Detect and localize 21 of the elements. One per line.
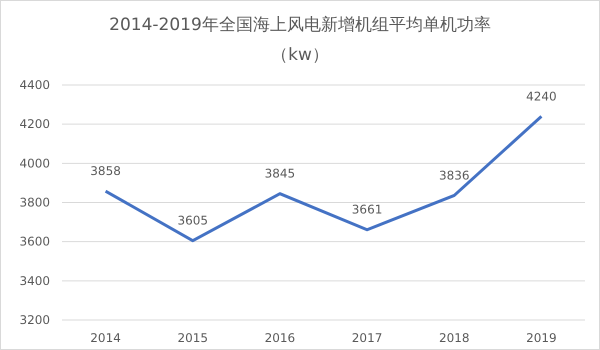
data-label: 3661 <box>352 202 382 217</box>
data-label: 3605 <box>177 214 208 228</box>
x-tick-label: 2015 <box>177 331 208 345</box>
y-tick-label: 3400 <box>19 274 50 288</box>
y-tick-label: 3800 <box>19 196 50 210</box>
x-tick-label: 2019 <box>526 331 557 345</box>
y-tick-label: 4200 <box>19 117 50 132</box>
chart-subtitle: （kw） <box>271 45 329 65</box>
data-label: 3845 <box>264 166 296 181</box>
y-tick-label: 4000 <box>19 156 50 170</box>
data-label: 3858 <box>90 164 121 178</box>
data-label: 4240 <box>526 89 557 104</box>
x-tick-label: 2014 <box>90 331 121 345</box>
y-tick-label: 4400 <box>19 78 50 92</box>
x-tick-label: 2017 <box>352 331 382 345</box>
x-tick-label: 2016 <box>264 331 296 345</box>
x-tick-label: 2018 <box>438 331 470 345</box>
chart-title: 2014-2019年全国海上风电新增机组平均单机功率 <box>109 15 491 35</box>
y-tick-label: 3600 <box>19 234 50 249</box>
y-tick-label: 3200 <box>19 313 50 327</box>
data-label: 3836 <box>438 168 470 182</box>
